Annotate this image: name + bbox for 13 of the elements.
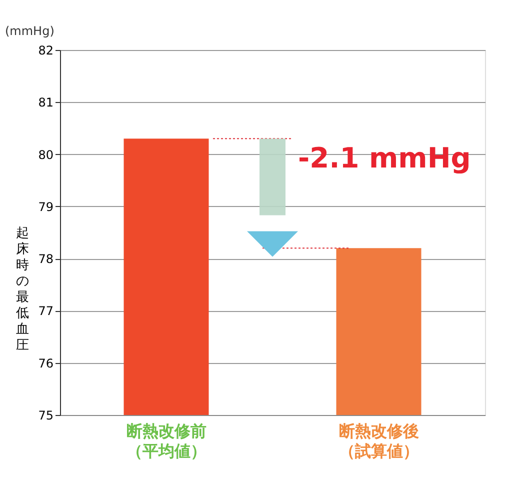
y-tick-label: 76 [38, 356, 54, 370]
y-tick-label: 81 [38, 96, 54, 110]
x-tick-label: 断熱改修後（試算値） [338, 422, 419, 460]
y-tick-label: 80 [38, 148, 54, 162]
y-tick-label: 75 [38, 408, 54, 422]
text: (mmHg) [5, 24, 54, 38]
y-tick-label: 77 [38, 304, 54, 318]
y-tick-label: 78 [38, 252, 54, 266]
y-tick-label: 79 [38, 200, 54, 214]
y-tick-label: 82 [38, 44, 54, 58]
y-axis-title: 起床時の最低血圧 [16, 226, 29, 353]
annotation: -2.1 mmHg [298, 142, 471, 174]
x-tick-label: 断熱改修前（平均値） [126, 422, 206, 460]
